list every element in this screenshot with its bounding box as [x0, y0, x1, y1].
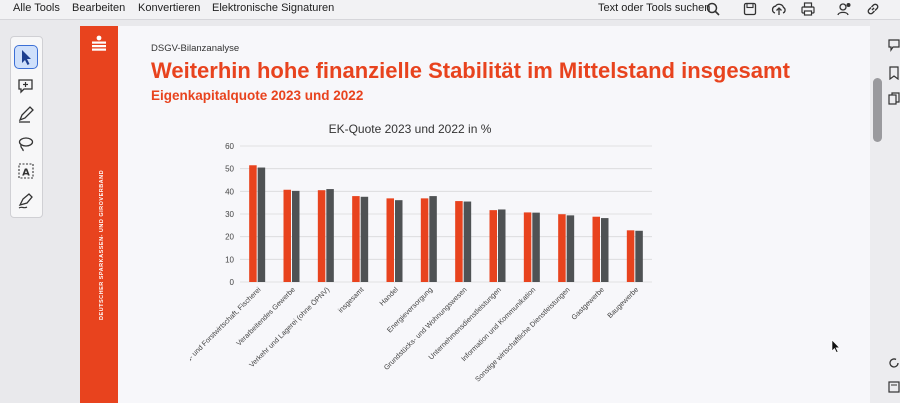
pen-icon[interactable]: [15, 103, 37, 125]
menu-konvertieren[interactable]: Konvertieren: [138, 2, 201, 14]
brand-red-bar: [80, 26, 118, 403]
x-tick-label: insgesamt: [336, 285, 366, 315]
y-tick-label: 10: [225, 255, 234, 264]
bar-series-2: [257, 167, 266, 282]
y-tick-label: 30: [225, 210, 234, 219]
bar-series-2: [463, 201, 472, 282]
select-cursor-icon[interactable]: [14, 45, 38, 69]
save-icon[interactable]: [742, 1, 758, 17]
sign-icon[interactable]: [15, 189, 37, 211]
y-tick-label: 60: [225, 142, 234, 151]
mouse-pointer-icon: [831, 339, 841, 353]
bar-series-1: [386, 198, 394, 282]
x-tick-label: Baugewerbe: [605, 285, 640, 320]
text-select-icon[interactable]: A: [15, 160, 37, 182]
bookmark-panel-icon[interactable]: [888, 66, 900, 81]
search-icon[interactable]: [705, 1, 721, 17]
bar-series-1: [523, 212, 532, 282]
sparkasse-logo: [89, 34, 109, 54]
y-tick-label: 40: [225, 187, 234, 196]
tools-search-label[interactable]: Text oder Tools suchen: [598, 2, 711, 14]
document-headline: Weiterhin hohe finanzielle Stabilität im…: [151, 58, 790, 83]
bar-series-1: [420, 198, 429, 282]
comment-panel-icon[interactable]: [888, 38, 900, 52]
chart-title: EK-Quote 2023 und 2022 in %: [328, 122, 492, 136]
menu-bearbeiten[interactable]: Bearbeiten: [72, 2, 126, 14]
link-icon[interactable]: [865, 1, 881, 17]
menu-elektronische-signaturen[interactable]: Elektronische Signaturen: [212, 2, 335, 14]
bar-series-1: [455, 201, 463, 282]
add-comment-icon[interactable]: [15, 75, 37, 97]
x-tick-label: Gastgewerbe: [569, 285, 606, 322]
x-tick-label: Verarbeitendes Gewerbe: [234, 285, 297, 348]
bar-series-1: [558, 214, 566, 282]
bar-series-1: [489, 210, 497, 282]
y-tick-label: 0: [230, 278, 235, 287]
bar-series-1: [626, 230, 635, 282]
bar-series-1: [352, 196, 360, 282]
y-tick-label: 20: [225, 233, 234, 242]
bar-series-2: [326, 189, 334, 282]
upload-icon[interactable]: [771, 1, 787, 17]
document-subline: Eigenkapitalquote 2023 und 2022: [151, 88, 364, 103]
bar-series-1: [317, 190, 326, 282]
copy-panel-icon[interactable]: [888, 92, 900, 106]
top-menu-bar: Alle Tools Bearbeiten Konvertieren Elekt…: [0, 0, 900, 20]
bar-series-2: [292, 190, 300, 282]
bar-series-2: [498, 209, 506, 282]
scrollbar-thumb[interactable]: [873, 78, 882, 142]
bar-series-2: [429, 196, 437, 282]
bar-series-2: [601, 218, 609, 282]
vertical-scrollbar[interactable]: [871, 26, 883, 396]
bar-series-2: [635, 230, 643, 282]
menu-alle-tools[interactable]: Alle Tools: [13, 2, 60, 14]
bar-series-1: [283, 189, 291, 282]
left-tool-strip: A: [10, 36, 43, 218]
y-tick-label: 50: [225, 165, 234, 174]
x-tick-label: Handel: [377, 285, 400, 308]
print-icon[interactable]: [800, 1, 816, 17]
bar-series-1: [249, 165, 257, 282]
document-kicker: DSGV-Bilanzanalyse: [151, 43, 240, 54]
share-icon[interactable]: [836, 1, 852, 17]
lasso-icon[interactable]: [15, 132, 37, 154]
bar-series-2: [360, 196, 369, 282]
bar-series-2: [395, 200, 403, 282]
bar-series-2: [566, 215, 575, 282]
refresh-icon[interactable]: [888, 356, 900, 370]
save-copy-icon[interactable]: [888, 380, 900, 394]
document-page: [80, 26, 870, 403]
bar-series-2: [532, 212, 540, 282]
sidebar-organization-text: DEUTSCHER SPARKASSEN- UND GIROVERBAND: [99, 169, 105, 320]
svg-text:A: A: [22, 168, 30, 179]
bar-series-1: [592, 216, 600, 282]
